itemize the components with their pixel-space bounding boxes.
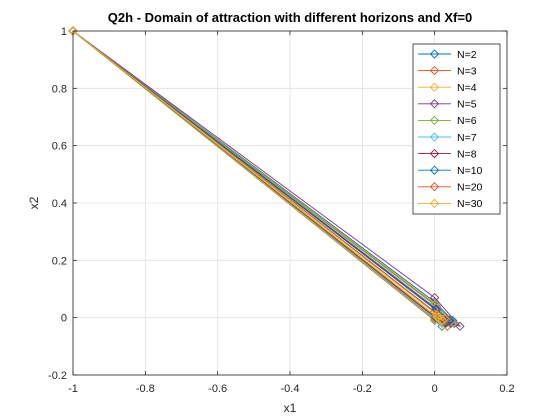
y-tick-label: 0.8 <box>52 83 67 95</box>
x-tick-label: -1 <box>68 383 78 395</box>
chart-title: Q2h - Domain of attraction with differen… <box>108 10 472 25</box>
legend-item: N=6 <box>418 115 477 127</box>
x-tick-label: 0 <box>432 383 438 395</box>
x-axis-label: x1 <box>284 401 297 415</box>
legend-item: N=8 <box>418 148 477 160</box>
legend-label: N=8 <box>457 148 477 160</box>
legend-marker <box>429 65 440 76</box>
legend-marker <box>429 132 440 142</box>
legend-marker <box>429 198 440 209</box>
y-tick-label: 1 <box>61 26 67 38</box>
series-point <box>437 315 448 326</box>
legend-label: N=5 <box>457 99 477 111</box>
legend-marker <box>429 82 440 92</box>
legend-label: N=30 <box>457 198 483 210</box>
series-N=30 <box>68 26 450 326</box>
legend-label: N=3 <box>457 65 477 77</box>
legend-box <box>412 43 501 215</box>
series-point <box>432 310 442 320</box>
x-tick-label: -0.4 <box>281 383 300 395</box>
y-tick-label: -0.2 <box>48 370 67 382</box>
y-tick-label: 0.2 <box>52 255 67 267</box>
legend-marker <box>429 165 440 175</box>
legend-label: N=2 <box>457 49 477 61</box>
legend-item: N=10 <box>418 165 483 177</box>
y-tick-label: 0.4 <box>52 198 67 210</box>
legend-label: N=10 <box>457 165 483 177</box>
series-point <box>432 312 442 322</box>
legend: N=2 N=3 N=4 N=5 N=6 N=7 N=8 N=10 N=20 N=30 <box>412 43 501 215</box>
legend-marker <box>429 49 440 59</box>
x-tick-label: 0.2 <box>499 383 514 395</box>
legend-marker <box>429 99 440 109</box>
x-tick-label: -0.8 <box>136 383 155 395</box>
legend-marker <box>429 115 440 126</box>
x-tick-label: -0.6 <box>208 383 227 395</box>
legend-item: N=3 <box>418 65 477 77</box>
legend-item: N=7 <box>418 132 477 144</box>
legend-label: N=7 <box>457 132 477 144</box>
y-tick-label: 0 <box>61 313 67 325</box>
series-layer <box>68 26 465 331</box>
legend-item: N=4 <box>418 82 477 94</box>
x-tick-label: -0.2 <box>353 383 372 395</box>
legend-marker <box>429 148 440 159</box>
series-line <box>72 30 446 322</box>
legend-label: N=20 <box>457 182 483 194</box>
legend-item: N=5 <box>418 99 477 111</box>
ticks: -1 -0.8 -0.6 -0.4 -0.2 0 0.2 -0.2 0 0.2 0.4 0.6 0.8 1 <box>48 26 515 395</box>
series-point <box>455 321 465 331</box>
legend-marker <box>429 182 440 192</box>
legend-label: N=6 <box>457 115 477 127</box>
legend-item: N=30 <box>418 198 483 210</box>
series-point <box>444 315 454 325</box>
legend-item: N=20 <box>418 182 483 194</box>
legend-label: N=4 <box>457 82 477 94</box>
legend-item: N=2 <box>418 49 477 61</box>
y-tick-label: 0.6 <box>52 141 67 153</box>
y-axis-label: x2 <box>27 196 41 209</box>
